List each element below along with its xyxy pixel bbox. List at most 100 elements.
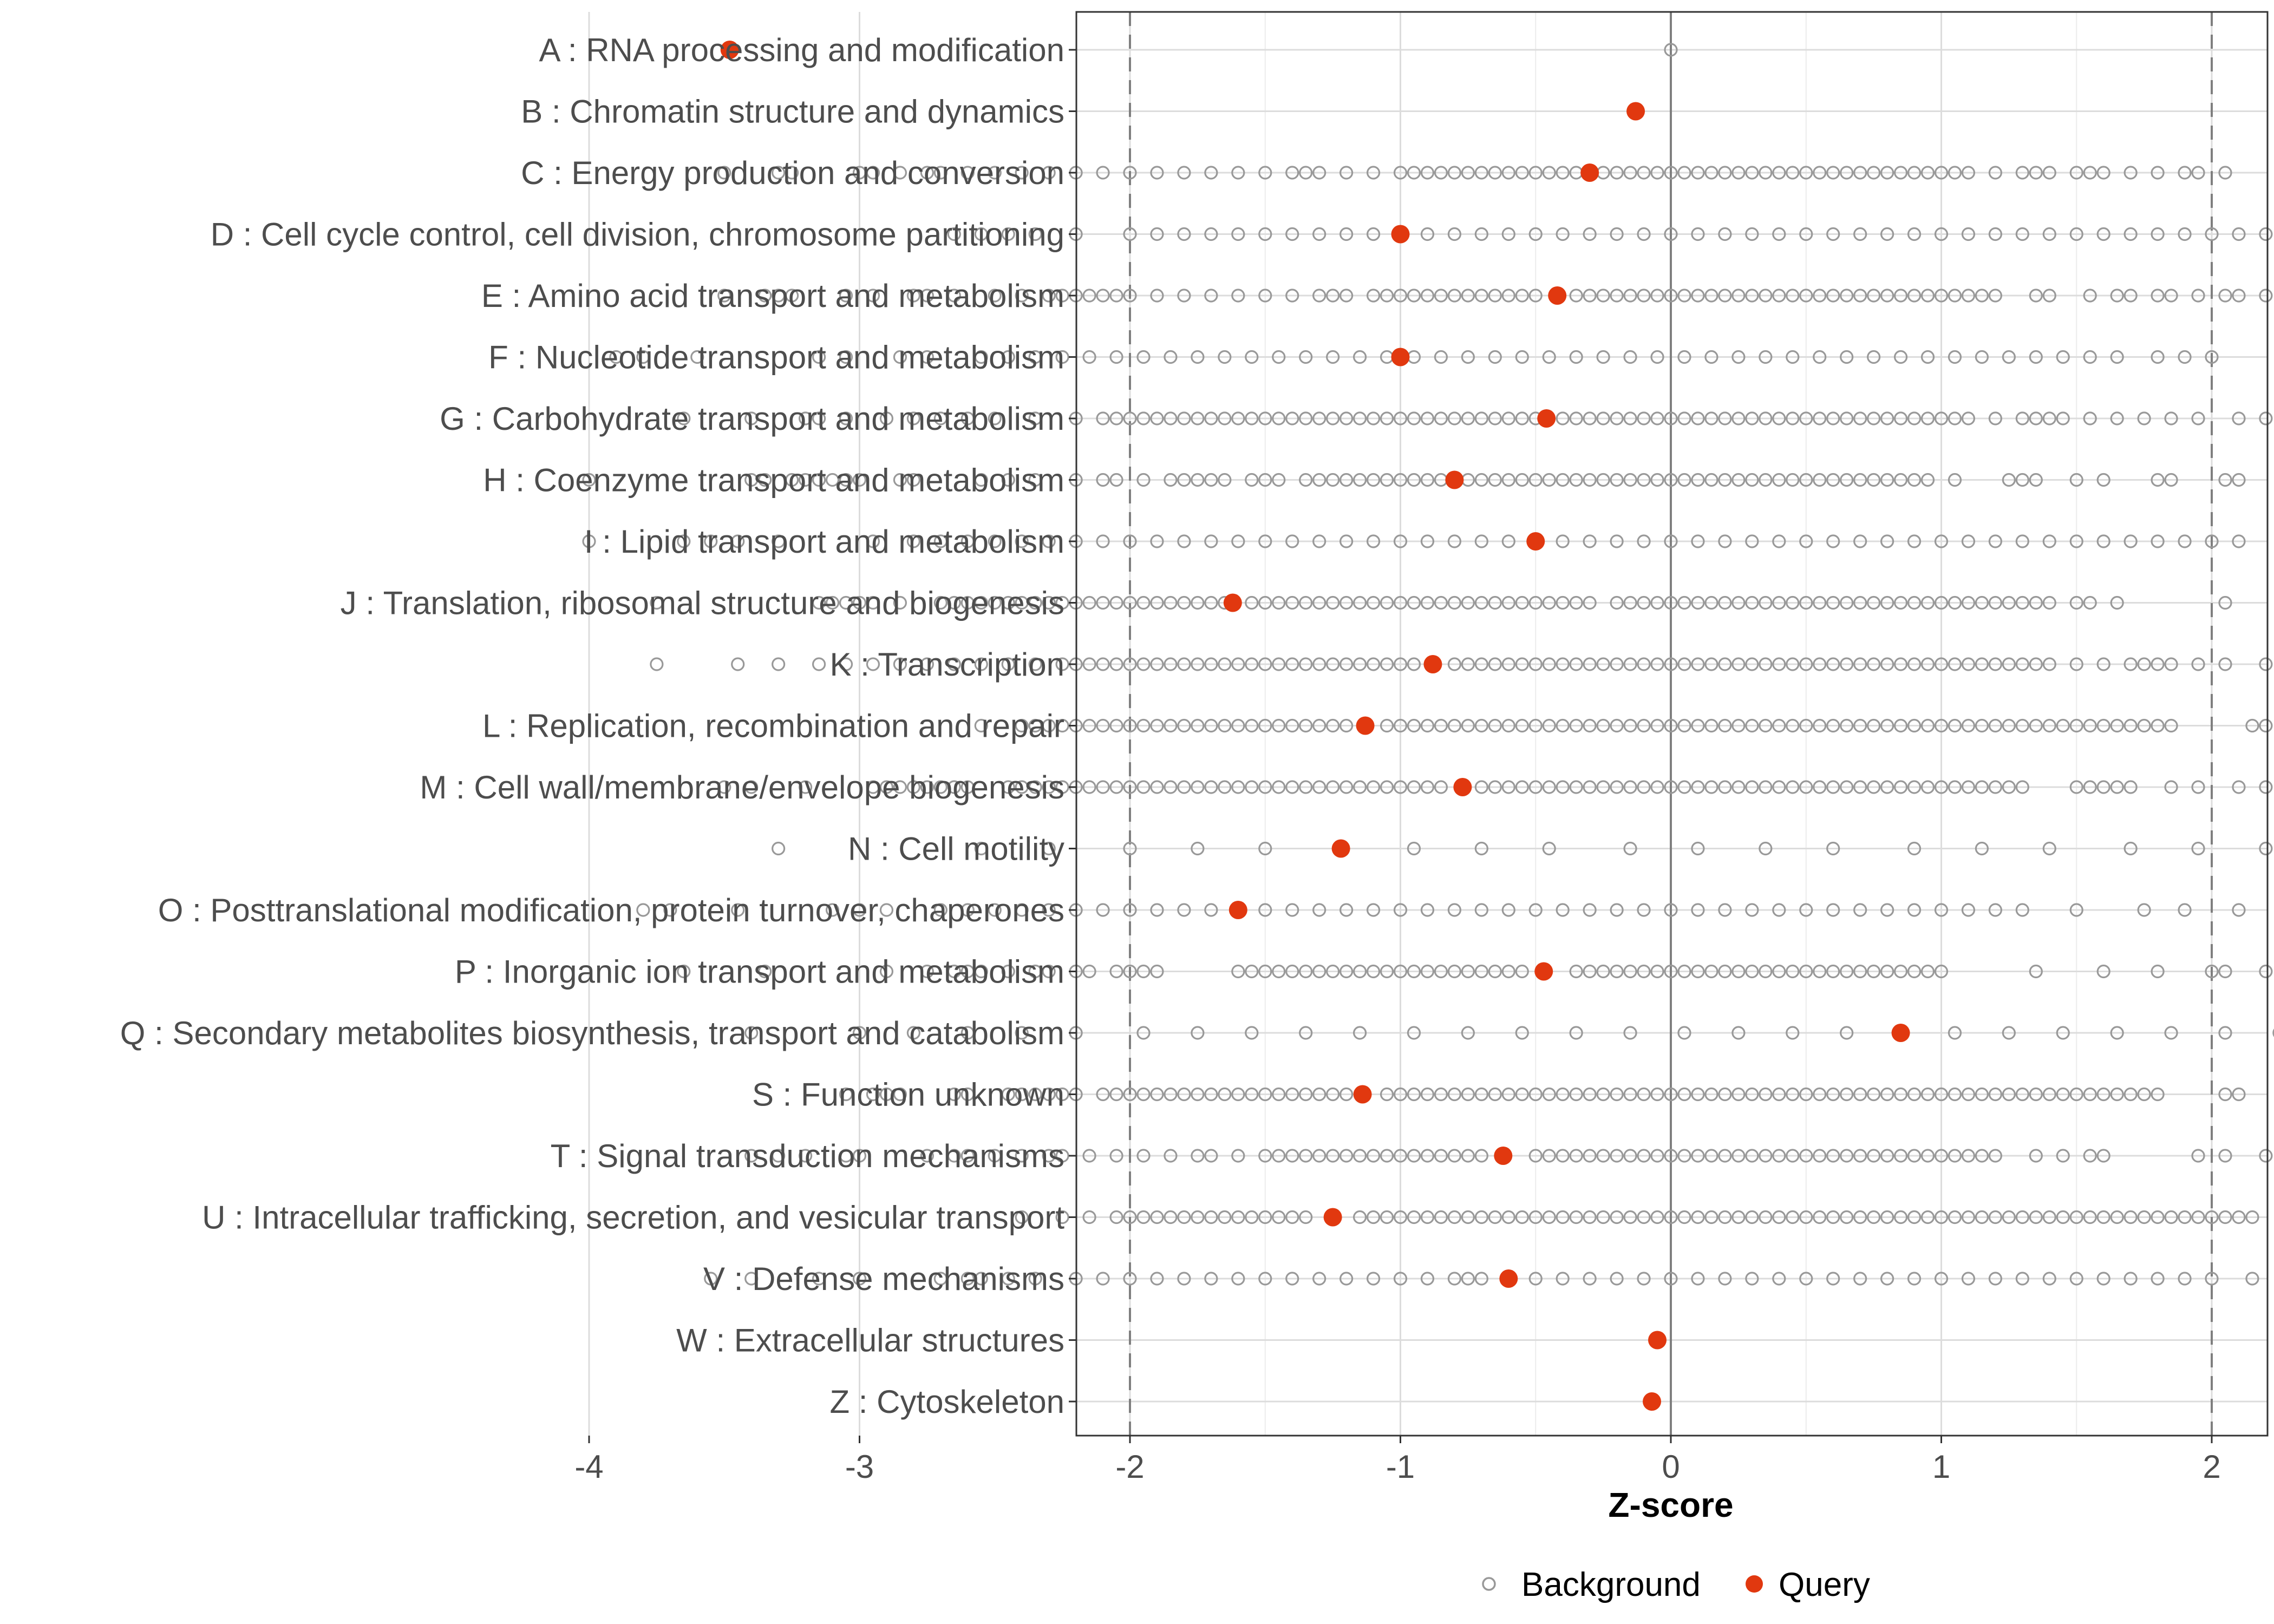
- background-point: [1813, 718, 1827, 733]
- background-point: [1880, 227, 1894, 241]
- background-point: [1569, 718, 1583, 733]
- background-point: [1786, 657, 1800, 671]
- background-point: [636, 350, 650, 364]
- background-point: [2069, 1210, 2083, 1224]
- background-point: [1015, 166, 1029, 180]
- background-point: [1786, 595, 1800, 610]
- background-point: [1461, 1026, 1475, 1040]
- background-point: [1718, 903, 1732, 917]
- background-point: [839, 657, 853, 671]
- background-point: [1610, 473, 1624, 487]
- background-point: [1055, 1210, 1069, 1224]
- background-point: [717, 780, 731, 794]
- background-point: [1623, 289, 1637, 303]
- background-point: [2056, 1210, 2070, 1224]
- background-point: [1799, 1087, 1813, 1102]
- background-point: [2083, 595, 2097, 610]
- background-point: [2110, 289, 2124, 303]
- background-point: [1528, 1272, 1543, 1286]
- background-point: [1826, 718, 1840, 733]
- background-point: [1745, 1272, 1759, 1286]
- background-point: [1853, 903, 1867, 917]
- background-point: [1623, 964, 1637, 979]
- background-point: [1272, 1087, 1286, 1102]
- background-point: [1393, 718, 1408, 733]
- background-point: [1218, 657, 1232, 671]
- background-point: [731, 534, 745, 548]
- background-point: [1474, 473, 1488, 487]
- background-point: [1136, 1026, 1151, 1040]
- background-point: [1055, 718, 1069, 733]
- background-point: [2259, 1149, 2273, 1163]
- background-point: [2029, 473, 2043, 487]
- background-point: [1042, 1087, 1056, 1102]
- background-point: [1204, 289, 1218, 303]
- background-point: [1042, 1149, 1056, 1163]
- background-point: [1258, 1087, 1272, 1102]
- background-point: [1515, 1087, 1529, 1102]
- background-point: [1393, 1149, 1408, 1163]
- background-point: [933, 166, 948, 180]
- category-label: S : Function unknown: [752, 1077, 1064, 1113]
- background-point: [1218, 1210, 1232, 1224]
- background-point: [1907, 841, 1922, 856]
- background-point: [1569, 964, 1583, 979]
- background-point: [2123, 841, 2138, 856]
- background-point: [1880, 718, 1894, 733]
- category-label: H : Coenzyme transport and metabolism: [483, 462, 1064, 499]
- background-point: [2069, 1272, 2083, 1286]
- background-point: [1434, 964, 1448, 979]
- background-point: [1474, 166, 1488, 180]
- background-point: [1191, 350, 1205, 364]
- background-point: [2029, 718, 2043, 733]
- x-tick-label: 0: [1662, 1449, 1680, 1485]
- background-point: [1366, 289, 1381, 303]
- background-point: [650, 657, 664, 671]
- background-point: [1718, 227, 1732, 241]
- background-point: [1501, 595, 1515, 610]
- background-point: [1813, 166, 1827, 180]
- background-point: [2205, 1210, 2219, 1224]
- background-point: [1447, 1210, 1461, 1224]
- background-point: [1948, 473, 1962, 487]
- background-point: [1610, 1149, 1624, 1163]
- background-point: [1447, 411, 1461, 425]
- background-point: [852, 166, 867, 180]
- background-point: [1637, 289, 1651, 303]
- background-point: [1610, 903, 1624, 917]
- background-point: [1380, 411, 1394, 425]
- background-point: [1258, 718, 1272, 733]
- category-label: D : Cell cycle control, cell division, c…: [211, 217, 1064, 253]
- background-point: [920, 964, 934, 979]
- background-point: [1150, 718, 1164, 733]
- background-point: [2164, 411, 2178, 425]
- background-point: [1204, 227, 1218, 241]
- background-point: [1407, 166, 1421, 180]
- background-point: [1704, 1087, 1718, 1102]
- background-point: [812, 657, 826, 671]
- background-point: [879, 411, 894, 425]
- background-point: [1907, 411, 1922, 425]
- background-point: [2178, 227, 2192, 241]
- background-point: [1407, 1087, 1421, 1102]
- background-point: [1880, 595, 1894, 610]
- background-point: [1745, 718, 1759, 733]
- background-point: [1853, 718, 1867, 733]
- background-point: [1759, 1149, 1773, 1163]
- background-point: [1231, 1087, 1245, 1102]
- background-point: [1772, 1272, 1786, 1286]
- background-point: [879, 964, 894, 979]
- background-point: [1596, 964, 1610, 979]
- background-point: [852, 473, 867, 487]
- background-point: [1042, 289, 1056, 303]
- background-point: [1123, 718, 1137, 733]
- background-point: [1393, 166, 1408, 180]
- background-point: [1488, 964, 1502, 979]
- background-point: [1245, 964, 1259, 979]
- background-point: [1528, 657, 1543, 671]
- background-point: [1920, 350, 1935, 364]
- background-point: [1867, 473, 1881, 487]
- background-point: [2218, 595, 2232, 610]
- background-point: [1028, 657, 1042, 671]
- background-point: [1920, 964, 1935, 979]
